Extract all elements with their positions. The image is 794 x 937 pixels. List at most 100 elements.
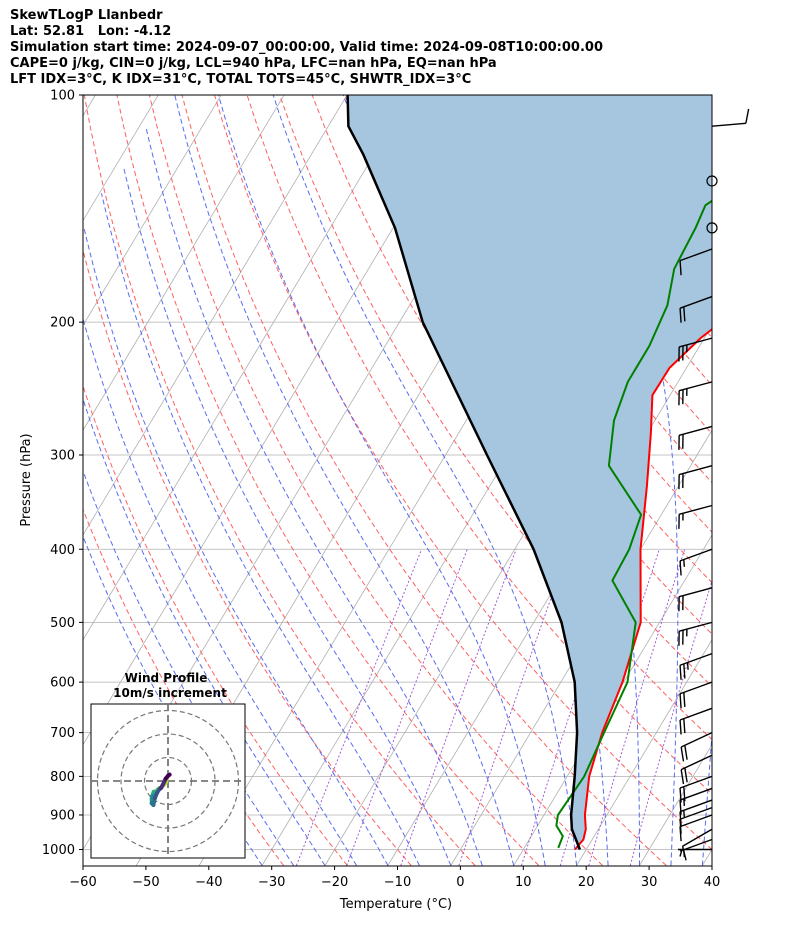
moist-adiabat <box>174 95 515 866</box>
y-tick-label: 200 <box>50 316 75 331</box>
barb-staff <box>679 838 713 852</box>
barb-feather <box>680 769 685 785</box>
mixing-ratio-line <box>346 549 468 866</box>
wind-barb <box>678 587 713 612</box>
hodograph-title: Wind Profile <box>125 671 208 685</box>
wind-barb <box>678 465 713 490</box>
wind-barb <box>706 222 718 234</box>
barb-feather <box>683 663 686 679</box>
isotherm-gridline <box>83 95 411 641</box>
mixing-ratio-line <box>458 549 569 866</box>
wind-barb <box>679 548 713 576</box>
barb-feather <box>679 560 682 576</box>
mixing-ratio-line <box>295 549 423 866</box>
dry-adiabat <box>116 95 540 866</box>
barb-half-feather <box>683 798 686 807</box>
barb-staff <box>679 548 713 562</box>
y-tick-label: 1000 <box>42 843 75 858</box>
y-tick-label: 600 <box>50 676 75 691</box>
barb-staff <box>679 799 713 813</box>
y-axis-label: Pressure (hPa) <box>19 433 34 526</box>
wind-barb <box>680 754 713 785</box>
wind-barb <box>679 787 713 815</box>
wind-barb <box>678 504 713 529</box>
temperature-line <box>574 327 712 851</box>
wind-barb <box>679 652 713 680</box>
barb-staff <box>679 681 713 695</box>
barb-feather <box>684 745 688 760</box>
index-line: LFT IDX=3°C, K IDX=31°C, TOTAL TOTS=45°C… <box>10 72 472 87</box>
barb-staff <box>679 814 713 828</box>
barb-staff <box>711 122 746 127</box>
moist-adiabat <box>272 95 578 866</box>
barb-staff <box>678 587 713 598</box>
hodograph-subtitle: 10m/s increment <box>113 686 227 700</box>
dry-adiabat <box>83 95 476 866</box>
x-tick-label: −50 <box>132 875 159 890</box>
wind-barb <box>679 681 713 709</box>
moist-adiabat <box>123 167 452 866</box>
barb-staff <box>678 621 713 632</box>
x-tick-label: −30 <box>258 875 285 890</box>
wind-barb <box>679 775 713 803</box>
isotherm-gridline <box>83 95 222 327</box>
barb-staff <box>679 707 713 721</box>
dry-adiabat <box>83 384 348 866</box>
mixing-ratio-line <box>400 549 517 866</box>
x-tick-label: −10 <box>384 875 411 890</box>
wind-barb <box>679 799 713 827</box>
parcel-line <box>346 95 582 850</box>
y-tick-label: 500 <box>50 616 75 631</box>
barb-staff <box>678 337 713 348</box>
barb-feather <box>683 718 686 734</box>
wind-barb <box>678 621 713 646</box>
isotherm-gridline <box>83 95 96 117</box>
isotherm-gridline <box>83 95 348 536</box>
barb-feather <box>679 308 682 323</box>
title-block: SkewTLogP Llanbedr Lat: 52.81 Lon: -4.12… <box>10 8 603 88</box>
moist-adiabat <box>101 193 420 866</box>
chart-title: SkewTLogP Llanbedr <box>10 8 163 23</box>
wind-barb <box>711 108 750 127</box>
dry-adiabat <box>83 248 412 866</box>
barb-half-feather <box>683 559 686 567</box>
x-axis-label: Temperature (°C) <box>339 897 452 912</box>
barb-staff <box>679 787 713 801</box>
y-tick-label: 800 <box>50 770 75 785</box>
barb-half-feather <box>683 810 686 818</box>
barb-feather <box>679 787 682 803</box>
calm-circle <box>706 222 718 234</box>
cape-line: CAPE=0 j/kg, CIN=0 j/kg, LCL=940 hPa, LF… <box>10 56 497 71</box>
isotherm-gridline <box>450 429 712 866</box>
barb-half-feather <box>686 662 689 670</box>
x-tick-label: 30 <box>641 875 658 890</box>
barb-feather <box>681 846 687 861</box>
moist-adiabat <box>83 227 389 866</box>
wind-barb <box>678 425 713 450</box>
barb-staff <box>679 652 713 666</box>
dry-adiabat <box>702 95 712 109</box>
barb-staff <box>678 504 713 515</box>
barb-feather <box>683 692 686 707</box>
time-line: Simulation start time: 2024-09-07_00:00:… <box>10 40 603 55</box>
wind-barb <box>679 707 713 735</box>
barb-staff <box>678 465 713 476</box>
mixing-ratio-line <box>588 549 686 866</box>
moist-adiabat <box>218 95 546 866</box>
x-tick-label: −40 <box>195 875 222 890</box>
cape-shading <box>347 95 712 850</box>
barb-staff <box>679 806 713 820</box>
dewpoint-line <box>555 199 712 849</box>
barb-staff <box>678 425 713 436</box>
hodograph-plot <box>91 704 245 858</box>
barb-feather <box>679 719 682 735</box>
wind-barb <box>680 731 713 762</box>
barb-feather <box>679 665 682 680</box>
y-tick-label: 900 <box>50 808 75 823</box>
calm-circle <box>706 175 718 187</box>
wind-barbs <box>678 108 750 861</box>
barb-staff <box>679 775 713 789</box>
axes: −60 −50 −40 −30 −20 −10 0 10 20 30 40 100 200 300 400 5… <box>42 89 720 891</box>
